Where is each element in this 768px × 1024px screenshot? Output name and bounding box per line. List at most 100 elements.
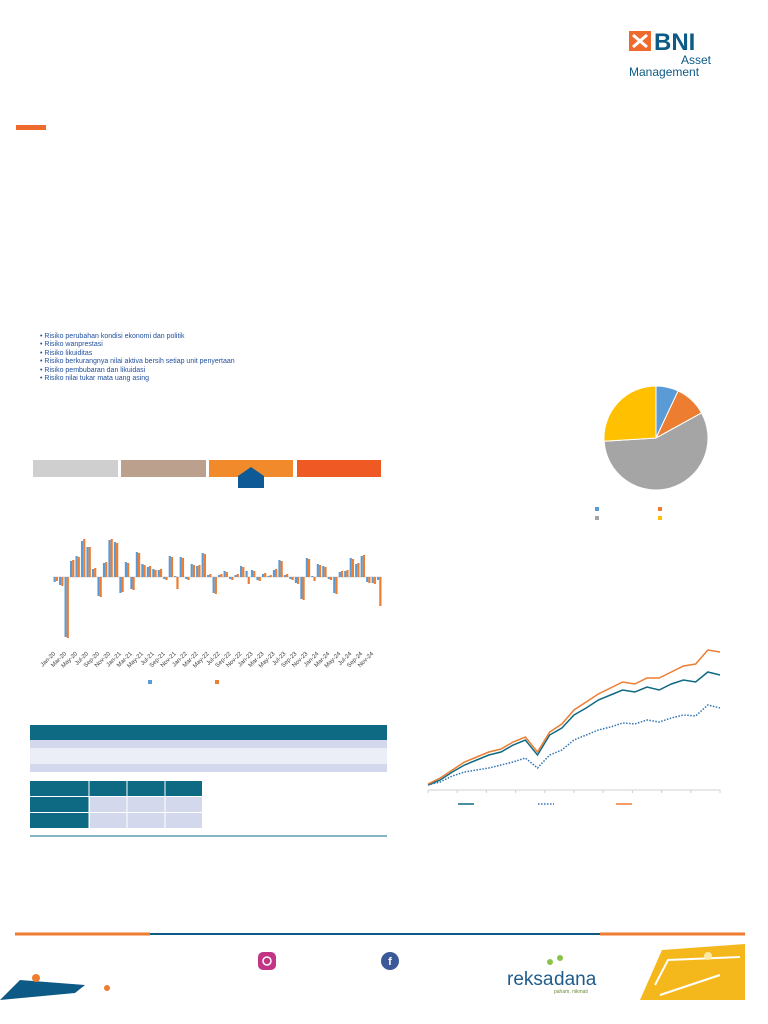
bar (261, 574, 265, 577)
logo-brand: BNI (654, 29, 695, 56)
bar (267, 576, 270, 577)
line-series (427, 671, 721, 786)
bar (231, 577, 234, 580)
section-marker (16, 125, 46, 130)
bar (377, 577, 380, 580)
legend-marker (595, 516, 599, 520)
bar (316, 564, 319, 577)
bar (311, 576, 314, 577)
bar (99, 577, 102, 597)
logo-line: Asset (681, 53, 712, 67)
bar (245, 571, 248, 577)
bar (264, 573, 267, 577)
bar (207, 575, 210, 577)
bar (253, 571, 256, 577)
line-series (427, 649, 721, 785)
footer-deco (547, 959, 553, 965)
bar (127, 563, 130, 577)
bar (201, 553, 204, 577)
bar (143, 565, 146, 577)
bar (176, 577, 179, 589)
bar (69, 561, 73, 577)
risk-item: Risiko likuiditas (40, 350, 235, 358)
risk-item: Risiko pembubaran dan likuidasi (40, 367, 235, 375)
bar (83, 539, 86, 577)
bar (289, 577, 292, 579)
footer-brand: dana (554, 969, 597, 990)
bar (291, 577, 294, 580)
bar (280, 561, 283, 577)
legend-marker (148, 680, 152, 684)
risk-box (297, 460, 381, 477)
risk-box (121, 460, 206, 477)
bar (360, 556, 363, 577)
small-table (30, 781, 202, 828)
bar (196, 566, 199, 577)
table-row (30, 756, 387, 764)
logo-icon-mark (632, 33, 648, 49)
bar (77, 557, 80, 577)
bar (344, 571, 347, 577)
bar (357, 563, 360, 577)
bar (250, 570, 254, 577)
legend-marker (215, 680, 219, 684)
bar (236, 574, 239, 577)
table-row (30, 748, 387, 756)
bar (307, 559, 311, 577)
bar (179, 557, 182, 577)
risk-item: Risiko nilai tukar mata uang asing (40, 375, 235, 383)
bar (185, 577, 188, 579)
bar (181, 558, 185, 577)
bar (192, 565, 196, 577)
bar (64, 577, 67, 637)
bar (132, 577, 135, 590)
bar (148, 566, 152, 577)
pie-slice (603, 412, 709, 491)
bar (302, 577, 305, 600)
bar (163, 577, 166, 579)
bar (102, 563, 106, 577)
bar (225, 572, 228, 577)
instagram-glyph (262, 956, 272, 966)
corner-deco (654, 956, 741, 996)
bar (91, 569, 95, 577)
bar (272, 570, 276, 577)
bar (269, 575, 272, 577)
bar (373, 577, 376, 584)
bar (88, 547, 91, 577)
risk-item: Risiko berkurangnya nilai aktiva bersih … (40, 358, 234, 366)
bar (124, 562, 128, 577)
bar (187, 577, 190, 580)
bar (135, 552, 138, 577)
risk-pointer (238, 467, 264, 488)
bar (154, 570, 157, 577)
bar (218, 575, 221, 577)
bar (247, 577, 250, 584)
bar (61, 577, 64, 586)
bar (141, 564, 144, 577)
corner-deco (640, 944, 745, 1000)
corner-deco (0, 980, 85, 1000)
bar (157, 570, 160, 577)
bar (168, 556, 171, 577)
bar (362, 555, 366, 577)
bar (371, 577, 374, 583)
facebook-icon[interactable] (381, 952, 399, 970)
bar (239, 566, 243, 577)
bar (327, 577, 330, 579)
bar (223, 571, 226, 577)
bar (349, 558, 352, 577)
bar (119, 577, 122, 593)
bar (121, 577, 124, 592)
bar (105, 562, 108, 577)
bar (203, 554, 206, 577)
bar (355, 564, 358, 577)
instagram-icon[interactable] (258, 952, 276, 970)
bar (55, 577, 58, 581)
bar (275, 569, 278, 577)
bar (322, 566, 325, 577)
footer-deco (557, 955, 563, 961)
bar (212, 577, 215, 593)
corner-deco (32, 974, 40, 982)
